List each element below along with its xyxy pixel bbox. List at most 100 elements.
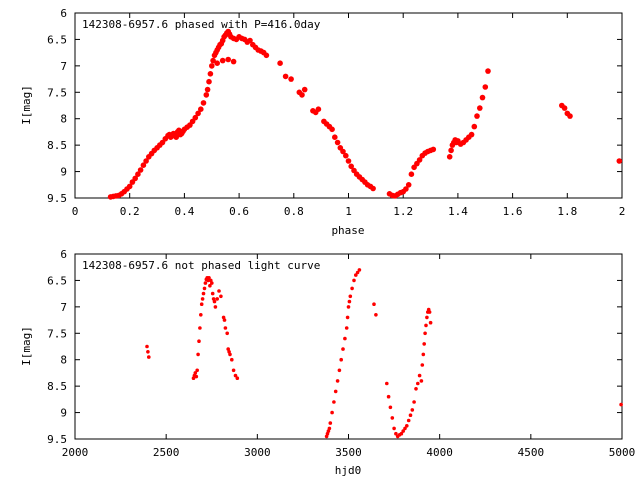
top-y-axis-title: I[mag] — [20, 85, 33, 125]
data-point — [421, 352, 426, 357]
bottom-plot-frame — [74, 253, 623, 440]
y-tick-label: 6.5 — [47, 274, 67, 287]
data-point — [198, 326, 202, 330]
data-point — [324, 434, 329, 439]
data-point — [207, 71, 214, 77]
data-point — [423, 331, 427, 336]
data-point — [348, 294, 353, 299]
data-point — [561, 105, 568, 111]
data-point — [567, 113, 573, 119]
x-tick-label: 2 — [619, 205, 626, 218]
data-point — [212, 299, 217, 304]
bottom-y-axis-title: I[mag] — [20, 326, 33, 366]
data-point — [173, 134, 179, 140]
data-point — [210, 281, 214, 285]
data-point — [209, 278, 213, 283]
data-point — [405, 182, 412, 188]
x-tick-label: 1 — [345, 205, 352, 218]
data-point — [408, 171, 415, 177]
top-plot-title: 142308-6957.6 phased with P=416.0day — [82, 18, 321, 31]
data-point — [203, 281, 208, 285]
data-point — [222, 318, 227, 322]
data-point — [195, 368, 199, 373]
bottom-data-points — [145, 268, 623, 439]
data-point — [199, 313, 203, 317]
data-point — [326, 429, 331, 433]
data-point — [225, 56, 231, 63]
data-point — [335, 379, 340, 383]
data-point — [619, 402, 623, 407]
data-point — [485, 68, 491, 74]
data-point — [416, 157, 423, 163]
y-tick-label: 9.5 — [47, 192, 67, 205]
data-point — [228, 352, 232, 357]
x-tick-label: 0.2 — [120, 205, 140, 218]
x-tick-label: 1.6 — [503, 205, 523, 218]
data-point — [477, 105, 483, 111]
data-point — [425, 315, 429, 320]
x-tick-label: 0.6 — [229, 205, 249, 218]
data-point — [468, 131, 475, 138]
data-point — [399, 431, 404, 436]
data-point — [333, 389, 338, 394]
data-point — [199, 302, 204, 307]
data-point — [424, 323, 428, 328]
data-point — [230, 58, 237, 65]
data-point — [203, 92, 210, 98]
y-tick-label: 8.5 — [47, 139, 67, 152]
data-point — [214, 60, 220, 66]
data-point — [386, 394, 391, 399]
data-point — [430, 146, 437, 153]
data-point — [217, 289, 221, 293]
data-point — [209, 63, 215, 69]
data-point — [388, 405, 393, 410]
bottom-x-axis-title: hjd0 — [335, 464, 362, 477]
data-point — [327, 426, 332, 431]
data-point — [200, 100, 207, 106]
data-point — [408, 413, 413, 418]
x-tick-label: 1.8 — [557, 205, 577, 218]
y-tick-label: 9 — [60, 407, 67, 420]
data-point — [194, 374, 199, 379]
data-point — [354, 273, 358, 277]
data-point — [332, 134, 338, 140]
data-point — [471, 123, 478, 130]
y-tick-label: 6 — [60, 7, 67, 20]
data-point — [328, 421, 333, 425]
data-point — [225, 331, 229, 336]
data-point — [394, 431, 398, 436]
data-point — [147, 355, 151, 359]
data-point — [448, 147, 454, 154]
y-tick-label: 8 — [60, 113, 67, 126]
data-point — [390, 416, 395, 420]
data-point — [213, 305, 218, 309]
data-point — [206, 78, 212, 85]
data-point — [231, 368, 236, 373]
data-point — [329, 126, 335, 133]
y-tick-label: 9.5 — [47, 433, 67, 446]
data-point — [137, 167, 144, 173]
data-point — [419, 379, 424, 383]
top-x-axis-title: phase — [331, 224, 364, 237]
data-point — [405, 424, 409, 428]
data-point — [345, 315, 350, 320]
data-point — [126, 183, 133, 190]
data-point — [403, 186, 409, 192]
data-point — [288, 76, 294, 82]
x-tick-label: 3000 — [244, 446, 271, 459]
data-point — [344, 326, 349, 330]
top-x-ticks: 0 0.2 0.4 0.6 0.8 1 1.2 1.4 1.6 1.8 2 — [72, 13, 626, 218]
x-tick-label: 3500 — [335, 446, 362, 459]
data-point — [412, 400, 416, 404]
data-point — [195, 110, 201, 117]
data-point — [347, 299, 352, 304]
data-point — [348, 163, 355, 170]
data-point — [420, 363, 425, 367]
x-tick-label: 0 — [72, 205, 79, 218]
data-point — [146, 350, 150, 354]
top-plot-frame — [74, 12, 623, 199]
bottom-chart: 142308-6957.6 not phased light curve hjd… — [20, 248, 635, 477]
data-point — [401, 429, 406, 433]
data-point — [479, 94, 486, 101]
